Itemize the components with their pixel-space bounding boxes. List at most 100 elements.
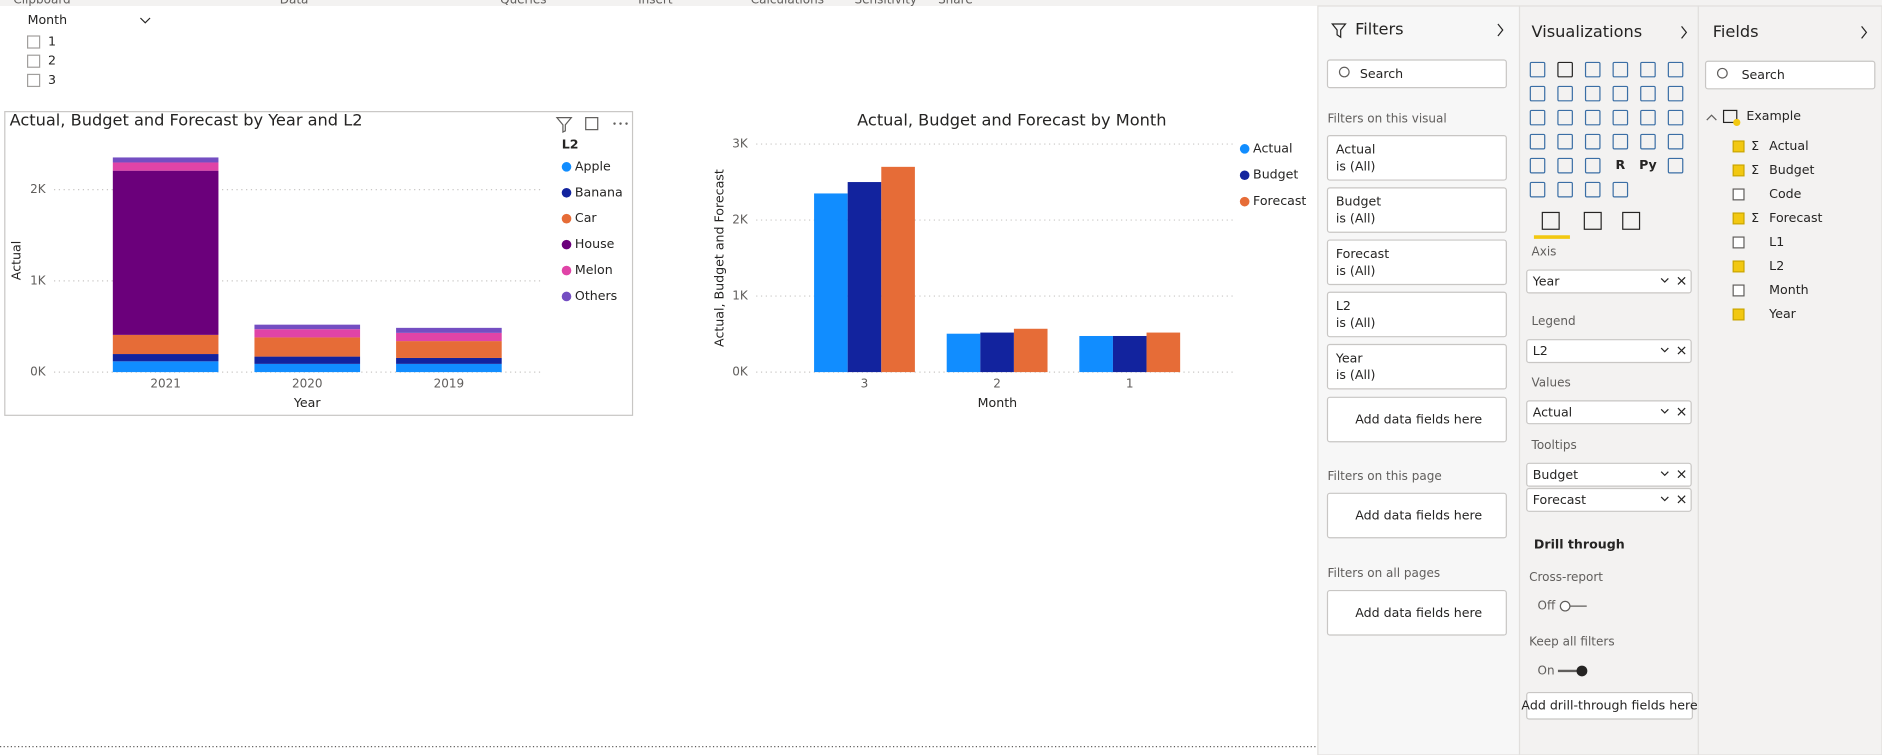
field-name[interactable]: Forecast (1769, 210, 1822, 225)
visual-icon[interactable] (1612, 85, 1629, 102)
well-field[interactable] (1526, 269, 1692, 294)
visual-icon[interactable] (1612, 61, 1629, 78)
visual-icon[interactable] (1667, 61, 1684, 78)
search-box[interactable] (1704, 60, 1876, 90)
visual-icon[interactable] (1640, 133, 1656, 150)
visual-icon[interactable] (1529, 157, 1546, 174)
well-field[interactable] (1526, 339, 1692, 364)
visual-icon[interactable] (1612, 181, 1629, 198)
field-checkbox[interactable] (1732, 212, 1745, 225)
checkbox[interactable] (27, 73, 41, 88)
field-checkbox[interactable] (1732, 260, 1745, 273)
drill-button[interactable] (1526, 691, 1693, 720)
visual-icon[interactable] (1529, 109, 1546, 126)
visual-icon[interactable] (1584, 181, 1601, 198)
visual-icon[interactable] (1557, 157, 1573, 174)
toggle-knob[interactable] (1576, 665, 1588, 677)
well-remove[interactable] (1660, 276, 1686, 285)
visual-icon[interactable] (1557, 61, 1573, 78)
more-dot[interactable] (619, 122, 622, 125)
visual-icon[interactable] (1640, 85, 1656, 102)
drop-zone[interactable] (1326, 492, 1507, 539)
field-checkbox[interactable] (1732, 164, 1745, 177)
visual-icon[interactable] (1529, 133, 1546, 150)
visual-icon[interactable] (1612, 109, 1629, 126)
script-visual[interactable]: R (1615, 157, 1625, 172)
field-checkbox[interactable] (1732, 236, 1745, 249)
field-checkbox[interactable] (1732, 308, 1745, 321)
field-name[interactable]: Month (1769, 282, 1808, 297)
field-name[interactable]: Code (1769, 186, 1801, 201)
checkbox[interactable] (27, 54, 41, 68)
collapse-icon[interactable] (1861, 26, 1868, 39)
field-checkbox[interactable] (1732, 188, 1745, 201)
field-name[interactable]: Budget (1769, 162, 1814, 177)
visual-icon[interactable] (1557, 181, 1573, 198)
filter-card[interactable] (1326, 343, 1507, 390)
collapse-icon[interactable] (1497, 23, 1504, 37)
visual-icon[interactable] (1584, 133, 1601, 150)
well-remove[interactable] (1660, 346, 1686, 355)
visual-icon[interactable] (1667, 133, 1684, 150)
section-title: Filters on all pages (1327, 566, 1440, 580)
pane-title: Filters (1355, 20, 1404, 39)
bar-segment (254, 337, 361, 357)
drop-zone[interactable] (1326, 396, 1507, 443)
field-name[interactable]: Actual (1769, 138, 1808, 153)
visual-icon[interactable] (1557, 85, 1573, 102)
filter-card[interactable] (1326, 291, 1507, 338)
field-checkbox[interactable] (1732, 284, 1745, 297)
visual-icon[interactable] (1667, 157, 1684, 174)
filter-icon[interactable] (555, 117, 573, 134)
checkbox[interactable] (27, 35, 41, 49)
bar-segment (254, 329, 361, 338)
well-label: Tooltips (1531, 438, 1577, 452)
field-name[interactable]: Year (1768, 306, 1796, 321)
visual-icon[interactable] (1612, 133, 1629, 150)
y-axis-label: Actual (8, 241, 23, 280)
well-field[interactable] (1526, 462, 1692, 487)
well-remove[interactable] (1660, 495, 1686, 504)
drop-zone[interactable] (1326, 589, 1507, 636)
well-remove[interactable] (1660, 470, 1686, 479)
x-axis-label: Month (978, 395, 1017, 410)
search-icon (1716, 67, 1728, 79)
pane-tab[interactable] (1622, 211, 1641, 230)
field-checkbox[interactable] (1732, 140, 1745, 153)
table-badge (1733, 118, 1741, 127)
filter-card[interactable] (1326, 187, 1507, 233)
bar (847, 182, 882, 373)
more-dot[interactable] (613, 122, 616, 125)
visual-icon[interactable] (1584, 85, 1601, 102)
slicer-title: Month (28, 12, 67, 27)
visual-icon[interactable] (1529, 61, 1546, 78)
pane-tab[interactable] (1541, 211, 1560, 230)
collapse-icon[interactable] (1681, 26, 1688, 39)
more-dot[interactable] (625, 122, 628, 125)
focus-icon[interactable] (585, 117, 599, 131)
field-name[interactable]: L2 (1769, 258, 1784, 273)
visual-icon[interactable] (1557, 133, 1573, 150)
filter-card[interactable] (1326, 239, 1507, 286)
expand-arrow[interactable] (1706, 114, 1717, 121)
well-field[interactable] (1526, 487, 1692, 512)
visual-icon[interactable] (1584, 109, 1601, 126)
search-box[interactable] (1326, 59, 1507, 89)
visual-icon[interactable] (1667, 109, 1684, 126)
script-visual[interactable]: Py (1639, 157, 1657, 172)
visual-icon[interactable] (1640, 61, 1656, 78)
filter-card[interactable] (1326, 135, 1507, 181)
field-name[interactable]: L1 (1769, 234, 1784, 249)
toggle-knob[interactable] (1559, 600, 1571, 612)
visual-icon[interactable] (1667, 85, 1684, 102)
pane-tab[interactable] (1583, 211, 1602, 230)
well-remove[interactable] (1660, 407, 1686, 416)
visual-icon[interactable] (1584, 157, 1601, 174)
well-field[interactable] (1526, 400, 1692, 425)
visual-icon[interactable] (1640, 109, 1656, 126)
visual-icon[interactable] (1529, 181, 1546, 198)
visual-icon[interactable] (1584, 61, 1601, 78)
visual-icon[interactable] (1529, 85, 1546, 102)
slicer-chevron[interactable] (140, 17, 151, 24)
visual-icon[interactable] (1557, 109, 1573, 126)
